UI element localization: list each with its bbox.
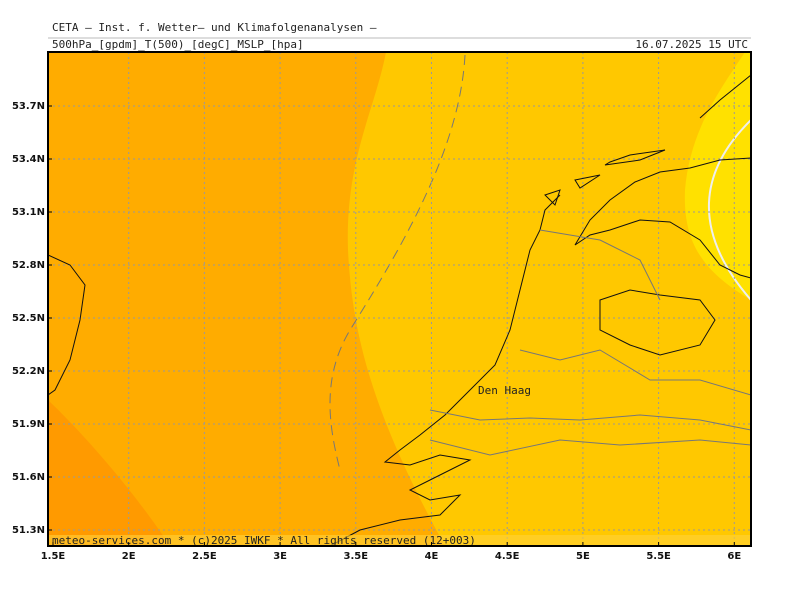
lat-label: 52.2N (12, 366, 45, 377)
lat-label: 53.1N (12, 207, 45, 218)
isoline (708, 119, 751, 301)
lon-label: 1.5E (41, 551, 66, 562)
map-frame (47, 51, 752, 547)
field-warm (48, 52, 445, 546)
lat-label: 51.6N (12, 472, 45, 483)
place-label: Den Haag (478, 384, 531, 397)
lat-label: 52.5N (12, 313, 45, 324)
footer-band (48, 535, 751, 546)
coastline-west (329, 194, 561, 546)
valid-time: 16.07.2025 15 UTC (635, 38, 748, 51)
lon-label: 6E (727, 551, 741, 562)
isobar (329, 54, 466, 471)
product: 500hPa_[gpdm]_T(500)_[degC]_MSLP_[hpa] (52, 38, 304, 51)
lon-label: 2E (122, 551, 136, 562)
lon-label: 3E (273, 551, 287, 562)
coastline (574, 157, 751, 279)
rivers (429, 229, 751, 456)
footer: meteo-services.com * (c)2025 IWKF * All … (52, 534, 476, 547)
lon-label: 4E (425, 551, 439, 562)
lat-label: 53.4N (12, 154, 45, 165)
england-coast (48, 254, 86, 396)
lat-label: 53.7N (12, 101, 45, 112)
islands (544, 74, 751, 206)
lake (599, 289, 716, 356)
lon-label: 4.5E (495, 551, 520, 562)
lon-label: 5.5E (646, 551, 671, 562)
lat-label: 51.9N (12, 419, 45, 430)
lat-label: 51.3N (12, 525, 45, 536)
field-warmest (48, 400, 170, 546)
lat-label: 52.8N (12, 260, 45, 271)
lon-label: 3.5E (344, 551, 369, 562)
lon-label: 2.5E (192, 551, 217, 562)
header-title: CETA — Inst. f. Wetter— und Klimafolgena… (52, 21, 377, 34)
map-area: Den Haag meteo-services.com * (c)2025 IW… (48, 52, 751, 547)
lon-label: 5E (576, 551, 590, 562)
